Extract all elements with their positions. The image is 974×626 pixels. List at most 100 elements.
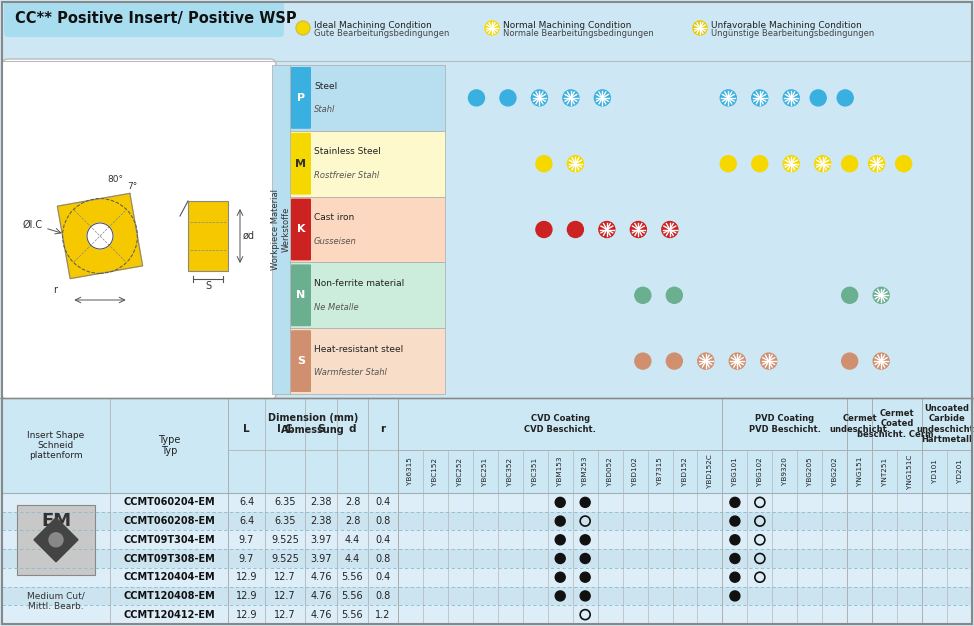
Text: YBC251: YBC251 — [482, 458, 488, 486]
Bar — [398, 398, 723, 450]
Circle shape — [842, 287, 858, 304]
Circle shape — [661, 222, 678, 237]
Text: 4.4: 4.4 — [345, 535, 360, 545]
Text: 80°: 80° — [107, 175, 123, 185]
Text: YBM153: YBM153 — [557, 457, 563, 486]
Text: 12.7: 12.7 — [275, 572, 296, 582]
Bar — [290, 262, 445, 328]
Circle shape — [666, 353, 683, 369]
Text: CCMT120404-EM: CCMT120404-EM — [123, 572, 215, 582]
Circle shape — [666, 287, 683, 304]
Text: 5.56: 5.56 — [342, 572, 363, 582]
Bar — [188, 201, 228, 271]
Circle shape — [532, 90, 547, 106]
Circle shape — [599, 222, 615, 237]
Text: YBD152C: YBD152C — [707, 454, 713, 488]
Text: YBG102: YBG102 — [757, 457, 763, 486]
Text: 4.76: 4.76 — [311, 610, 332, 620]
Text: CC** Positive Insert/ Positive WSP: CC** Positive Insert/ Positive WSP — [15, 11, 297, 26]
Text: d: d — [349, 424, 356, 433]
Bar — [272, 65, 290, 394]
Text: 0.8: 0.8 — [375, 516, 391, 526]
Text: 6.4: 6.4 — [239, 516, 254, 526]
Text: I.C: I.C — [278, 424, 293, 433]
Circle shape — [485, 21, 499, 35]
Circle shape — [555, 516, 565, 526]
Bar — [290, 65, 445, 131]
Text: P: P — [297, 93, 305, 103]
Text: EM: EM — [41, 512, 71, 530]
Text: 0.4: 0.4 — [375, 498, 391, 507]
Circle shape — [635, 353, 651, 369]
Text: YB6315: YB6315 — [407, 458, 414, 485]
Text: 12.9: 12.9 — [236, 591, 257, 601]
Text: YNG151: YNG151 — [857, 457, 863, 486]
Text: 9.525: 9.525 — [271, 535, 299, 545]
Bar — [2, 398, 972, 493]
Bar — [17, 505, 95, 575]
Text: 2.8: 2.8 — [345, 498, 360, 507]
Text: Øl.C: Øl.C — [22, 220, 43, 230]
Circle shape — [730, 591, 740, 601]
Circle shape — [838, 90, 853, 106]
Circle shape — [873, 287, 889, 304]
Text: YNT251: YNT251 — [881, 458, 887, 486]
Circle shape — [842, 353, 858, 369]
Circle shape — [873, 353, 889, 369]
Text: Gusseisen: Gusseisen — [314, 237, 356, 246]
Text: r: r — [381, 424, 386, 433]
FancyBboxPatch shape — [2, 59, 276, 400]
Text: Medium Cut/
Mittl. Bearb.: Medium Cut/ Mittl. Bearb. — [27, 592, 85, 611]
Circle shape — [49, 533, 63, 546]
Text: 5.56: 5.56 — [342, 610, 363, 620]
Text: YBD102: YBD102 — [632, 457, 638, 486]
Text: M: M — [295, 159, 307, 168]
Circle shape — [810, 90, 826, 106]
Text: 7°: 7° — [128, 182, 137, 192]
Bar — [290, 131, 445, 197]
Circle shape — [581, 572, 590, 582]
Circle shape — [568, 222, 583, 237]
Text: 0.8: 0.8 — [375, 553, 391, 563]
Text: 12.9: 12.9 — [236, 610, 257, 620]
Text: L: L — [244, 424, 249, 433]
Circle shape — [87, 223, 113, 249]
Bar — [2, 511, 972, 530]
Text: 9.525: 9.525 — [271, 553, 299, 563]
Text: 12.7: 12.7 — [275, 591, 296, 601]
FancyBboxPatch shape — [291, 198, 311, 260]
Circle shape — [783, 156, 800, 172]
Text: PVD Coating
PVD Beschicht.: PVD Coating PVD Beschicht. — [749, 414, 821, 434]
Circle shape — [468, 90, 484, 106]
Circle shape — [697, 353, 714, 369]
Text: YBD052: YBD052 — [607, 457, 613, 486]
Text: 0.4: 0.4 — [375, 535, 391, 545]
Bar — [0, 61, 974, 398]
Text: Cermet
undeschicht.: Cermet undeschicht. — [829, 414, 890, 434]
Text: Warmfester Stahl: Warmfester Stahl — [314, 369, 387, 377]
Text: CCMT060204-EM: CCMT060204-EM — [123, 498, 215, 507]
Text: YBD152: YBD152 — [682, 457, 688, 486]
Circle shape — [869, 156, 884, 172]
Circle shape — [568, 156, 583, 172]
Text: CCMT09T304-EM: CCMT09T304-EM — [123, 535, 215, 545]
Circle shape — [721, 90, 736, 106]
Circle shape — [730, 572, 740, 582]
Circle shape — [730, 353, 745, 369]
Bar — [2, 587, 972, 605]
Bar — [2, 568, 972, 587]
Circle shape — [783, 90, 800, 106]
Text: N: N — [296, 290, 306, 300]
Text: 4.76: 4.76 — [311, 572, 332, 582]
Circle shape — [730, 535, 740, 545]
Text: Stahl: Stahl — [314, 105, 335, 114]
Circle shape — [563, 90, 579, 106]
Text: Gute Bearbeitungsbedingungen: Gute Bearbeitungsbedingungen — [314, 29, 449, 38]
Text: CVD Coating
CVD Beschicht.: CVD Coating CVD Beschicht. — [524, 414, 596, 434]
Text: YBG202: YBG202 — [832, 457, 838, 486]
Text: YBM253: YBM253 — [582, 457, 588, 486]
Text: K: K — [297, 225, 305, 235]
Text: Normale Bearbeitungsbedingungen: Normale Bearbeitungsbedingungen — [503, 29, 654, 38]
Text: CCMT120408-EM: CCMT120408-EM — [123, 591, 215, 601]
Text: Cast iron: Cast iron — [314, 213, 355, 222]
